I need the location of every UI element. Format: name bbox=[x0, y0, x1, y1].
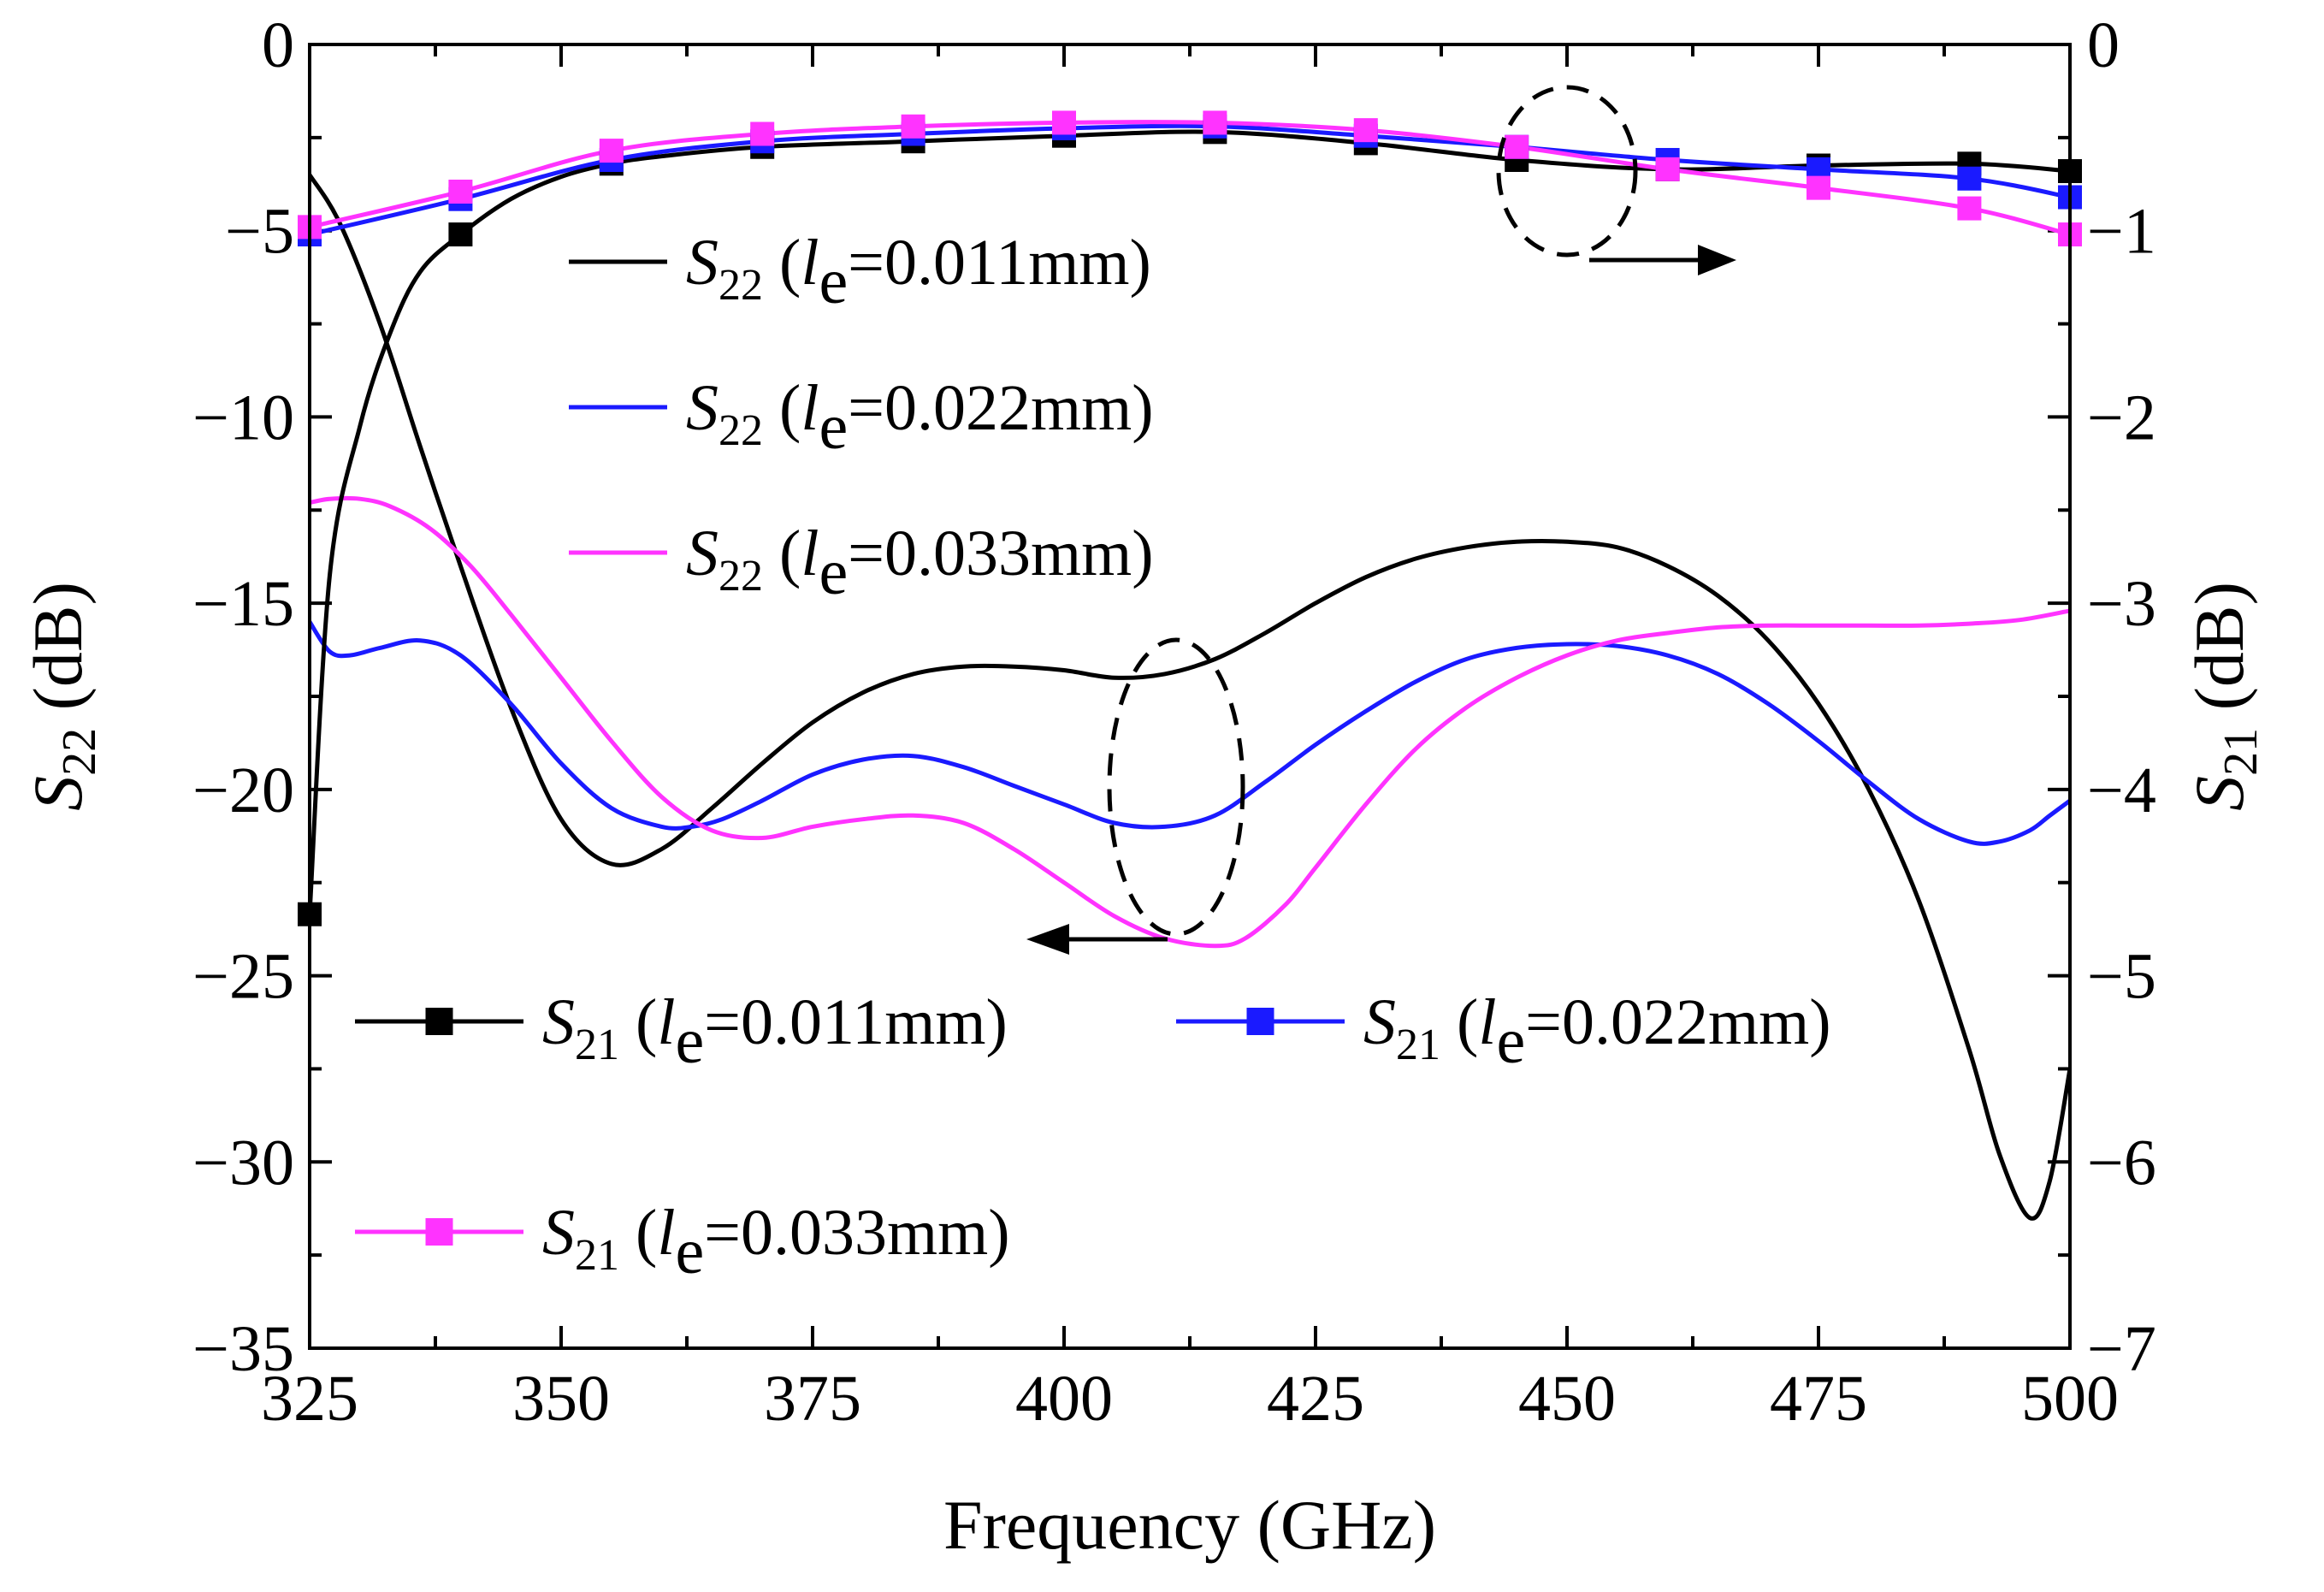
s21-data-marker bbox=[1655, 157, 1680, 181]
right-arrow-head bbox=[1698, 245, 1736, 275]
legend-marker bbox=[425, 1008, 453, 1035]
legend-marker bbox=[1246, 1008, 1274, 1035]
legend: S22 (le=0.011mm) S22 (le=0.022mm) S22 (le=… bbox=[355, 227, 1831, 1287]
legend-label: S21 (le=0.033mm) bbox=[542, 1197, 1010, 1287]
x-axis-title: Frequency (GHz) bbox=[943, 1486, 1436, 1564]
y-right-tick-label: −6 bbox=[2087, 1127, 2156, 1198]
y-axis-title-left: S22 (dB) bbox=[19, 582, 106, 811]
left-arrow-head bbox=[1026, 924, 1069, 955]
y-left-tick-label: −25 bbox=[192, 941, 294, 1013]
s21-group-ellipse bbox=[1496, 85, 1638, 257]
s21-data-marker bbox=[901, 114, 925, 139]
legend-marker bbox=[425, 1218, 453, 1246]
x-tick-label: 500 bbox=[2021, 1363, 2119, 1435]
s21-series-line bbox=[310, 123, 2070, 237]
legend-label: S22 (le=0.033mm) bbox=[686, 518, 1154, 608]
y-left-tick-label: −5 bbox=[225, 196, 294, 268]
tick-labels-group: 325 350 375 400 425 450 475 5000−5−10−15−20−25−… bbox=[192, 9, 2156, 1435]
y-right-tick-label: −2 bbox=[2087, 382, 2156, 453]
y-axis-title-right: S21 (dB) bbox=[2180, 582, 2268, 811]
y-right-tick-label: −4 bbox=[2087, 755, 2156, 826]
s21-data-marker bbox=[1505, 134, 1529, 159]
plot-frame bbox=[308, 43, 2072, 1350]
x-tick-label: 325 bbox=[261, 1363, 358, 1435]
s21-data-marker bbox=[1203, 110, 1227, 135]
s21-data-marker bbox=[1353, 118, 1378, 143]
x-tick-label: 450 bbox=[1518, 1363, 1616, 1435]
annotations-group bbox=[1026, 85, 1736, 955]
y-left-tick-label: −10 bbox=[192, 382, 294, 453]
y-left-symbol: S bbox=[19, 776, 97, 811]
y-left-unit: (dB) bbox=[19, 582, 97, 728]
y-left-sub: 22 bbox=[53, 728, 106, 776]
y-right-sub: 21 bbox=[2215, 728, 2268, 776]
s22-series-line bbox=[310, 495, 2070, 949]
s22-series-line bbox=[310, 620, 2070, 846]
s21-data-marker bbox=[1807, 175, 1830, 200]
s22-series-line bbox=[310, 174, 2070, 1221]
y-right-tick-label: 0 bbox=[2087, 9, 2120, 81]
x-tick-label: 350 bbox=[512, 1363, 610, 1435]
s21-series-line bbox=[310, 120, 2070, 237]
y-left-tick-label: −15 bbox=[192, 568, 294, 640]
s21-data-marker bbox=[1052, 110, 1076, 135]
s21-series-line bbox=[310, 129, 2070, 914]
s21-data-marker bbox=[1957, 196, 1982, 221]
y-left-tick-label: 0 bbox=[262, 9, 294, 81]
s21-data-marker bbox=[599, 139, 624, 163]
markers-group bbox=[298, 110, 2082, 926]
legend-label: S22 (le=0.011mm) bbox=[686, 227, 1151, 317]
s21-data-marker bbox=[750, 121, 775, 146]
x-tick-label: 425 bbox=[1267, 1363, 1364, 1435]
x-tick-label: 475 bbox=[1770, 1363, 1867, 1435]
x-tick-label: 400 bbox=[1015, 1363, 1113, 1435]
y-right-tick-label: −1 bbox=[2087, 196, 2156, 268]
y-right-tick-label: −5 bbox=[2087, 941, 2156, 1013]
s22-group-ellipse bbox=[1107, 637, 1245, 937]
y-left-tick-label: −35 bbox=[192, 1313, 294, 1385]
y-right-tick-label: −7 bbox=[2087, 1313, 2156, 1385]
s21-data-marker bbox=[448, 222, 473, 247]
y-left-tick-label: −30 bbox=[192, 1127, 294, 1198]
x-tick-label: 375 bbox=[764, 1363, 861, 1435]
legend-label: S21 (le=0.011mm) bbox=[542, 986, 1008, 1077]
s21-data-marker bbox=[448, 179, 473, 204]
y-right-tick-label: −3 bbox=[2087, 568, 2156, 640]
legend-label: S22 (le=0.022mm) bbox=[686, 372, 1154, 463]
y-right-unit: (dB) bbox=[2180, 582, 2258, 728]
legend-label: S21 (le=0.022mm) bbox=[1363, 986, 1831, 1077]
s21-data-marker bbox=[1957, 166, 1982, 191]
y-right-symbol: S bbox=[2180, 776, 2258, 811]
y-left-tick-label: −20 bbox=[192, 755, 294, 826]
